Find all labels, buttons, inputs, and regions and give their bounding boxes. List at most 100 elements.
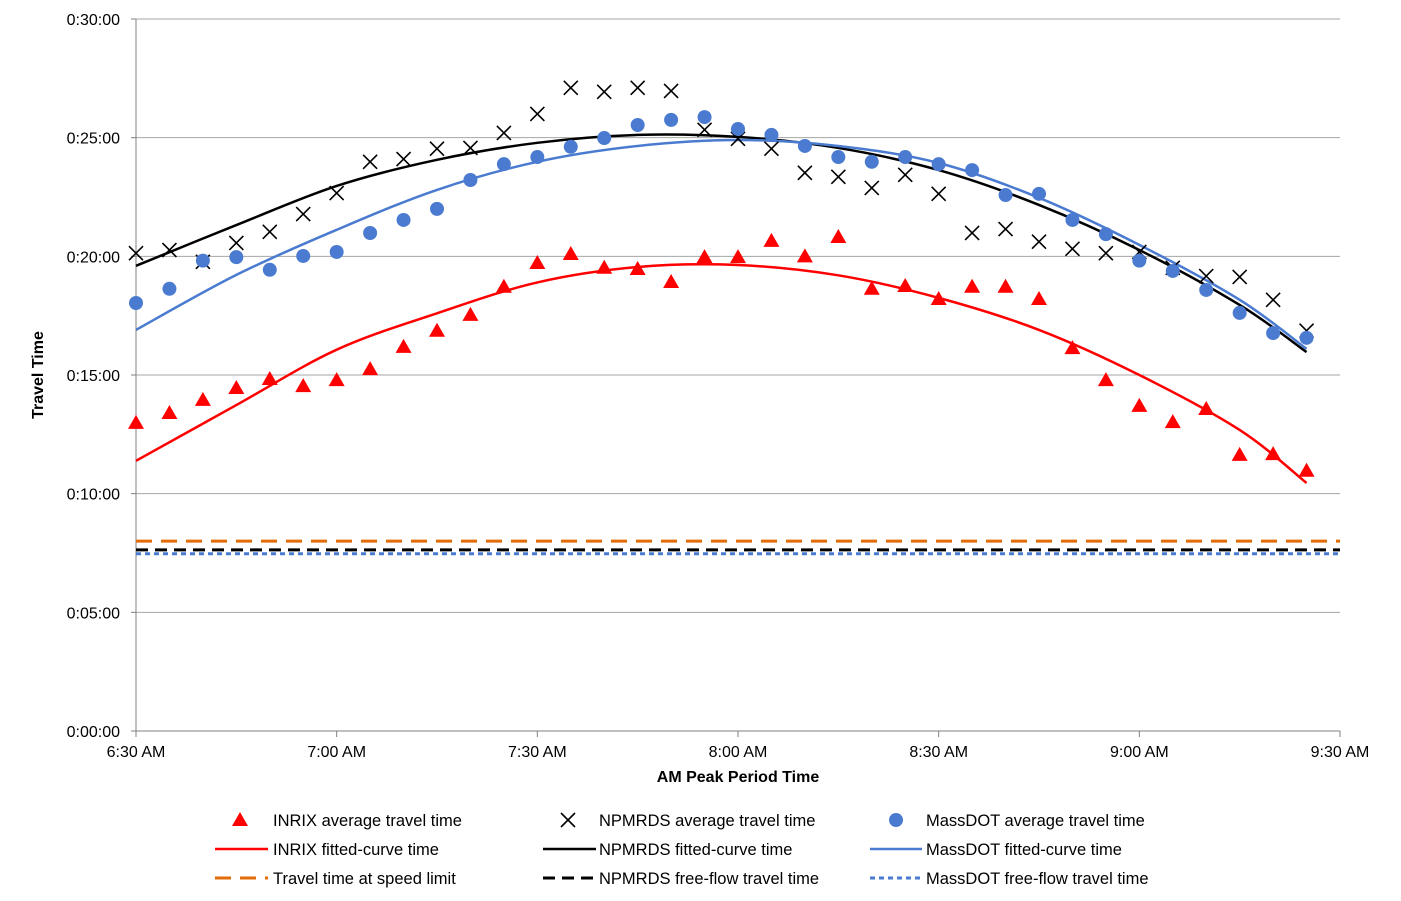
- data-point: [262, 262, 277, 277]
- data-point: [128, 414, 144, 429]
- data-point: [763, 232, 780, 247]
- data-point: [463, 172, 478, 187]
- data-point: [328, 372, 345, 387]
- x-marker-stroke: [462, 140, 479, 156]
- data-point: [1198, 401, 1215, 416]
- x-marker-stroke: [864, 180, 880, 196]
- data-point: [496, 125, 512, 141]
- x-tick-label: 9:00 AM: [1110, 744, 1169, 761]
- data-point: [395, 151, 412, 167]
- data-point: [1266, 326, 1281, 341]
- x-marker-stroke: [630, 80, 646, 96]
- legend-item: MassDOT fitted-curve time: [870, 841, 1122, 859]
- x-marker-stroke: [830, 169, 846, 185]
- series-inrix-fitted-curve-time: [135, 263, 1308, 484]
- series-npmrds-average-travel-time: [128, 80, 1315, 339]
- x-marker-stroke: [128, 245, 144, 261]
- data-point: [1232, 305, 1247, 320]
- x-marker-stroke: [1031, 234, 1047, 250]
- data-point: [664, 112, 679, 127]
- data-point: [129, 296, 143, 311]
- data-point: [931, 186, 947, 202]
- x-tick-label: 7:00 AM: [307, 744, 366, 761]
- data-point: [730, 249, 746, 264]
- x-marker-stroke: [429, 141, 445, 157]
- x-marker-stroke: [931, 186, 947, 202]
- x-tick-label: 8:00 AM: [709, 744, 768, 761]
- data-point: [864, 180, 880, 196]
- legend-marker-circle: [889, 813, 903, 827]
- data-point: [796, 248, 813, 263]
- data-point: [730, 131, 746, 147]
- y-tick-label: 0:30:00: [67, 12, 120, 29]
- x-marker-stroke: [1064, 241, 1081, 257]
- data-point: [629, 260, 646, 275]
- data-point: [597, 131, 612, 146]
- legend-label: Travel time at speed limit: [273, 870, 456, 888]
- data-point: [696, 249, 713, 264]
- x-tick-label: 8:30 AM: [909, 744, 968, 761]
- data-point: [296, 248, 311, 263]
- data-point: [462, 140, 479, 156]
- data-point: [429, 141, 445, 157]
- data-point: [1064, 241, 1081, 257]
- legend-item: INRIX average travel time: [232, 812, 462, 830]
- legend-marker-triangle: [232, 812, 248, 826]
- data-point: [495, 278, 512, 293]
- data-point: [1232, 269, 1248, 285]
- data-point: [1164, 414, 1181, 429]
- x-marker-stroke: [1198, 268, 1214, 284]
- data-point: [997, 221, 1014, 237]
- data-point: [1065, 212, 1080, 227]
- data-point: [897, 167, 913, 183]
- series-layer: [128, 80, 1340, 556]
- x-marker-stroke: [161, 242, 178, 258]
- data-point: [1198, 268, 1214, 284]
- x-marker-stroke: [262, 224, 278, 240]
- data-point: [261, 370, 278, 385]
- data-point: [194, 391, 211, 406]
- x-marker-stroke: [997, 221, 1014, 237]
- x-marker-stroke: [696, 122, 713, 138]
- data-point: [630, 80, 646, 96]
- data-point: [161, 242, 178, 258]
- y-tick-label: 0:10:00: [67, 487, 120, 504]
- x-marker-stroke: [797, 165, 813, 181]
- data-point: [363, 225, 378, 240]
- x-marker-stroke: [663, 83, 679, 99]
- data-point: [228, 380, 245, 395]
- data-point: [830, 169, 846, 185]
- data-point: [563, 139, 578, 154]
- data-point: [831, 150, 846, 165]
- data-point: [295, 206, 311, 222]
- legend-label: NPMRDS fitted-curve time: [599, 841, 792, 859]
- data-point: [930, 291, 947, 306]
- data-point: [195, 253, 210, 268]
- data-point: [128, 245, 144, 261]
- data-point: [562, 245, 579, 260]
- data-point: [863, 280, 880, 295]
- data-point: [362, 361, 379, 376]
- data-point: [161, 404, 178, 419]
- data-point: [964, 225, 980, 241]
- data-point: [697, 110, 712, 125]
- data-point: [496, 157, 511, 172]
- x-marker-stroke: [1232, 269, 1248, 285]
- legend-item: Travel time at speed limit: [215, 870, 456, 888]
- x-marker-stroke: [964, 225, 980, 241]
- data-point: [396, 212, 411, 227]
- x-marker-stroke: [596, 84, 612, 100]
- data-point: [1231, 446, 1248, 461]
- data-point: [663, 274, 680, 289]
- data-point: [329, 185, 345, 201]
- legend-label: NPMRDS average travel time: [599, 812, 815, 830]
- x-marker-stroke: [1098, 245, 1114, 261]
- x-marker-stroke: [295, 206, 311, 222]
- data-point: [1031, 291, 1047, 306]
- x-marker-stroke: [329, 185, 345, 201]
- data-point: [162, 281, 177, 296]
- legend-item: NPMRDS average travel time: [560, 812, 815, 830]
- data-point: [1064, 340, 1081, 355]
- series-inrix-average-travel-time: [128, 228, 1315, 477]
- data-point: [262, 224, 278, 240]
